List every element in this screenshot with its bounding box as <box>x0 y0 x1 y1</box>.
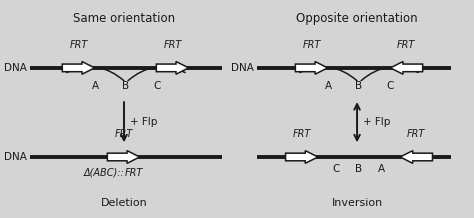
Text: FRT: FRT <box>397 40 415 50</box>
FancyArrow shape <box>295 61 328 74</box>
FancyArrow shape <box>156 61 189 74</box>
Text: DNA: DNA <box>4 63 27 73</box>
Text: C: C <box>153 82 161 92</box>
Text: B: B <box>356 82 363 92</box>
FancyArrow shape <box>391 61 423 74</box>
FancyArrow shape <box>62 61 95 74</box>
Text: + Flp: + Flp <box>130 117 157 127</box>
Text: FRT: FRT <box>125 168 143 178</box>
Text: Inversion: Inversion <box>331 198 383 208</box>
Text: DNA: DNA <box>4 152 27 162</box>
Text: C: C <box>386 82 393 92</box>
Text: Opposite orientation: Opposite orientation <box>296 12 418 25</box>
Text: Deletion: Deletion <box>100 198 147 208</box>
Text: B: B <box>122 82 129 92</box>
Text: Δ(ABC)::: Δ(ABC):: <box>83 168 124 178</box>
Text: A: A <box>91 82 99 92</box>
Text: DNA: DNA <box>231 63 254 73</box>
Text: A: A <box>325 82 332 92</box>
Text: Same orientation: Same orientation <box>73 12 175 25</box>
FancyArrow shape <box>107 151 140 163</box>
Text: A: A <box>378 164 385 174</box>
Text: FRT: FRT <box>407 129 425 139</box>
Text: FRT: FRT <box>115 129 133 139</box>
Text: FRT: FRT <box>164 40 182 50</box>
Text: FRT: FRT <box>303 40 321 50</box>
Text: B: B <box>356 164 363 174</box>
FancyArrow shape <box>285 151 318 163</box>
Text: + Flp: + Flp <box>363 117 390 127</box>
Text: C: C <box>333 164 340 174</box>
Text: FRT: FRT <box>70 40 88 50</box>
FancyArrow shape <box>400 151 432 163</box>
Text: FRT: FRT <box>293 129 311 139</box>
